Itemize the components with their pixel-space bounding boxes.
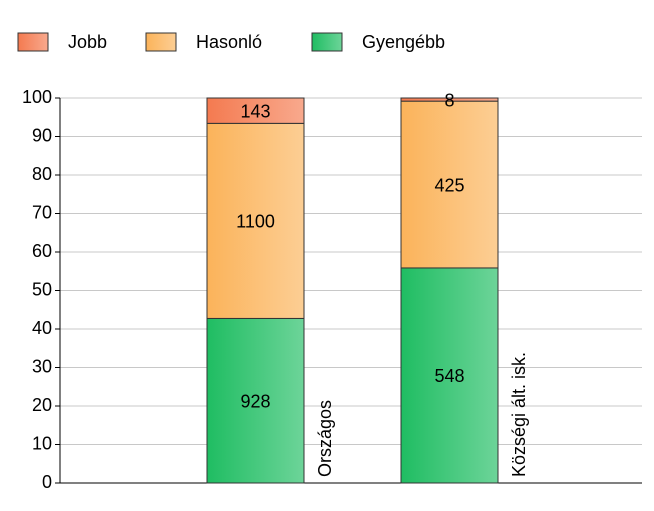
y-tick-label: 10 [32,433,52,453]
legend-swatch [145,32,177,52]
bar-segment [400,267,499,484]
y-tick-label: 80 [32,164,52,184]
bar-segment [400,100,499,269]
data-label: 425 [434,175,464,195]
bar-segment [206,97,305,124]
legend-swatch [311,32,343,52]
legend-label: Gyengébb [362,32,445,52]
data-label: 928 [240,391,270,411]
data-label: 548 [434,366,464,386]
y-tick-label: 40 [32,318,52,338]
y-tick-label: 90 [32,125,52,145]
y-tick-label: 60 [32,241,52,261]
y-tick-label: 100 [22,87,52,107]
y-tick-label: 30 [32,356,52,376]
bar-segment [206,122,305,319]
legend-label: Jobb [68,32,107,52]
y-tick-label: 20 [32,395,52,415]
y-tick-label: 70 [32,202,52,222]
bar-segment [400,97,499,102]
legend-label: Hasonló [196,32,262,52]
data-label: 8 [444,90,454,110]
data-label: 143 [240,101,270,121]
bar-segment [206,317,305,484]
y-tick-label: 0 [42,472,52,492]
legend-swatch [17,32,49,52]
y-tick-label: 50 [32,279,52,299]
x-tick-label: Országos [315,400,335,477]
x-tick-label: Községi ált. isk. [509,352,529,477]
data-label: 1100 [236,212,275,232]
